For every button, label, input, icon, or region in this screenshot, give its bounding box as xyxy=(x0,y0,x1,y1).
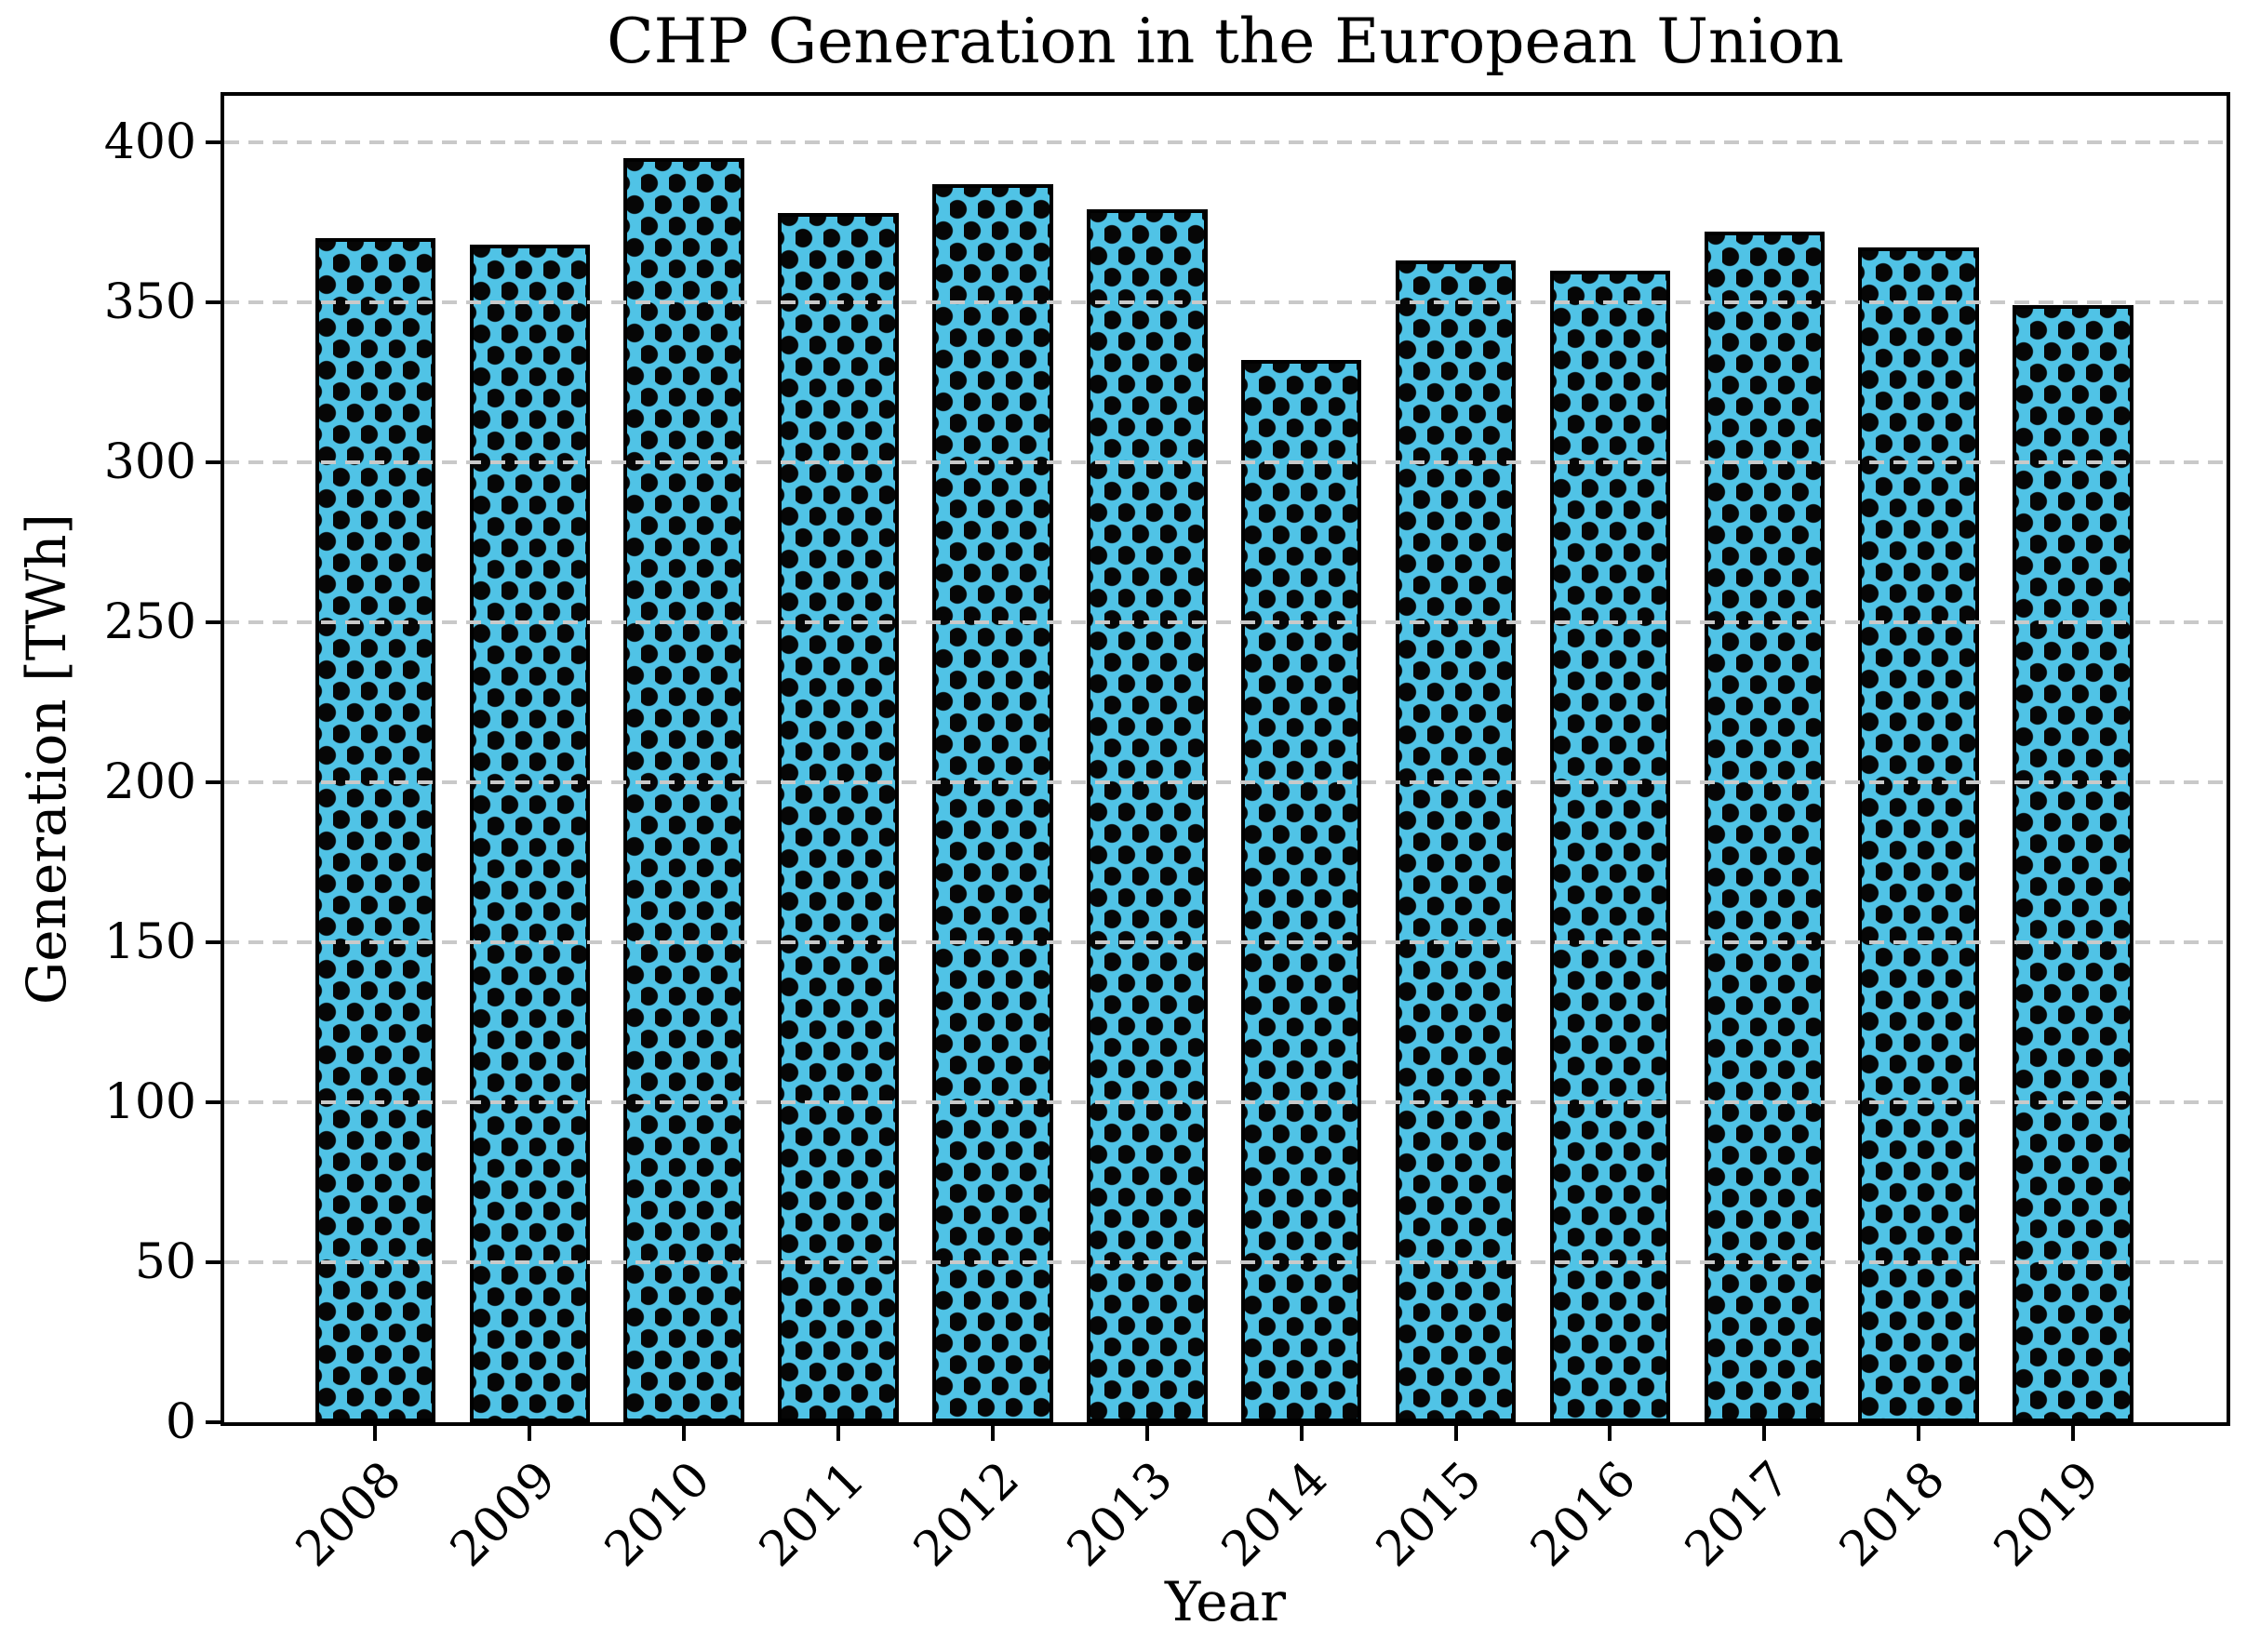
bar-2008 xyxy=(314,238,436,1422)
x-tick-label-text: 2012 xyxy=(903,1451,1030,1579)
y-tick-label-50: 50 xyxy=(134,1233,196,1290)
y-tick-label-400: 400 xyxy=(103,113,196,170)
x-tick-mark-2017 xyxy=(1762,1426,1767,1441)
gridline-350 xyxy=(224,300,2227,304)
x-tick-label-text: 2010 xyxy=(594,1451,721,1579)
x-tick-mark-2010 xyxy=(682,1426,687,1441)
gridline-50 xyxy=(224,1259,2227,1264)
y-axis-label: Generation [TWh] xyxy=(15,513,78,1006)
gridline-200 xyxy=(224,779,2227,784)
bar-2017 xyxy=(1704,232,1826,1422)
y-tick-mark-350 xyxy=(206,300,221,304)
x-tick-mark-2011 xyxy=(836,1426,841,1441)
y-tick-label-0: 0 xyxy=(165,1394,196,1450)
gridline-100 xyxy=(224,1099,2227,1104)
x-tick-mark-2014 xyxy=(1299,1426,1304,1441)
chart-title: CHP Generation in the European Union xyxy=(607,6,1844,77)
y-tick-mark-250 xyxy=(206,620,221,624)
y-tick-mark-150 xyxy=(206,939,221,944)
x-tick-mark-2008 xyxy=(373,1426,378,1441)
x-axis-label: Year xyxy=(1165,1570,1286,1633)
bar-2016 xyxy=(1549,270,1671,1422)
y-tick-mark-300 xyxy=(206,460,221,464)
x-tick-mark-2013 xyxy=(1144,1426,1149,1441)
x-tick-mark-2015 xyxy=(1453,1426,1458,1441)
bar-2018 xyxy=(1858,247,1979,1422)
y-tick-label-100: 100 xyxy=(103,1073,196,1130)
x-tick-label-text: 2018 xyxy=(1828,1451,1956,1579)
y-tick-mark-100 xyxy=(206,1099,221,1104)
y-tick-mark-400 xyxy=(206,140,221,144)
gridline-400 xyxy=(224,140,2227,144)
bar-2013 xyxy=(1087,209,1208,1422)
x-tick-mark-2018 xyxy=(1917,1426,1921,1441)
bar-2014 xyxy=(1240,359,1362,1422)
x-tick-label-text: 2015 xyxy=(1366,1451,1493,1579)
y-tick-mark-50 xyxy=(206,1259,221,1264)
y-tick-label-350: 350 xyxy=(103,273,196,330)
bar-2010 xyxy=(623,158,744,1422)
x-tick-mark-2009 xyxy=(528,1426,532,1441)
x-tick-mark-2012 xyxy=(990,1426,995,1441)
y-tick-label-250: 250 xyxy=(103,593,196,650)
plot-area: 0 50 100 150 200 250 300 350 400 2008 2009 2010 201… xyxy=(104,92,2230,1578)
x-tick-label-text: 2016 xyxy=(1520,1451,1648,1579)
y-tick-label-150: 150 xyxy=(103,913,196,970)
y-tick-mark-200 xyxy=(206,779,221,784)
bar-2019 xyxy=(2013,305,2133,1422)
x-tick-label-text: 2014 xyxy=(1211,1451,1339,1579)
x-tick-label-text: 2011 xyxy=(748,1451,876,1579)
x-tick-label-text: 2009 xyxy=(439,1451,567,1579)
gridline-150 xyxy=(224,939,2227,944)
x-tick-label-text: 2019 xyxy=(1983,1451,2110,1579)
x-tick-label-text: 2008 xyxy=(285,1451,412,1579)
bar-2009 xyxy=(469,244,591,1422)
x-tick-label-text: 2013 xyxy=(1057,1451,1184,1579)
y-tick-label-200: 200 xyxy=(103,753,196,810)
bar-2015 xyxy=(1395,260,1517,1422)
x-tick-mark-2019 xyxy=(2071,1426,2076,1441)
y-tick-label-300: 300 xyxy=(103,433,196,490)
bar-2011 xyxy=(778,212,899,1422)
gridline-300 xyxy=(224,460,2227,464)
x-tick-label-text: 2017 xyxy=(1674,1451,1801,1579)
gridline-250 xyxy=(224,620,2227,624)
y-tick-mark-0 xyxy=(206,1420,221,1424)
x-tick-mark-2016 xyxy=(1608,1426,1612,1441)
bar-2012 xyxy=(932,183,1053,1422)
